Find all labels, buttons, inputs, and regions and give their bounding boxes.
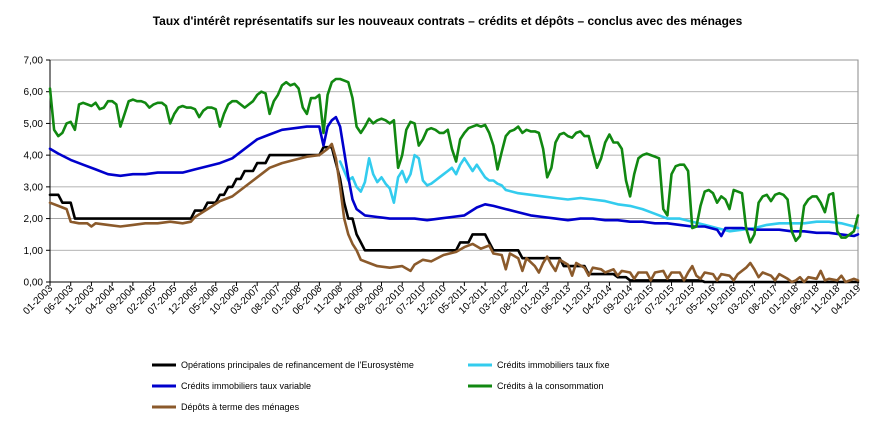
series-line-2	[48, 115, 860, 238]
y-tick-label: 4,00	[24, 151, 44, 162]
legend-label-4: Dépôts à terme des ménages	[181, 402, 300, 412]
axis-layer: 0,001,002,003,004,005,006,007,0001-20030…	[21, 56, 863, 318]
series-line-3	[48, 77, 860, 244]
legend-label-2: Crédits immobiliers taux variable	[181, 381, 311, 391]
series-layer	[48, 77, 860, 284]
y-tick-label: 6,00	[24, 87, 44, 98]
legend-label-3: Crédits à la consommation	[497, 381, 604, 391]
legend-layer: Opérations principales de refinancement …	[152, 360, 610, 412]
y-tick-label: 0,00	[24, 278, 44, 289]
y-tick-label: 5,00	[24, 119, 44, 130]
grid-layer	[49, 59, 859, 283]
legend-label-1: Crédits immobiliers taux fixe	[497, 360, 610, 370]
y-tick-label: 2,00	[24, 214, 44, 225]
chart-title: Taux d'intérêt représentatifs sur les no…	[152, 14, 743, 28]
y-tick-label: 7,00	[24, 56, 44, 67]
y-tick-label: 3,00	[24, 182, 44, 193]
series-line-0	[48, 145, 860, 284]
series-line-4	[48, 142, 860, 284]
legend-label-0: Opérations principales de refinancement …	[181, 360, 414, 370]
y-tick-label: 1,00	[24, 246, 44, 257]
